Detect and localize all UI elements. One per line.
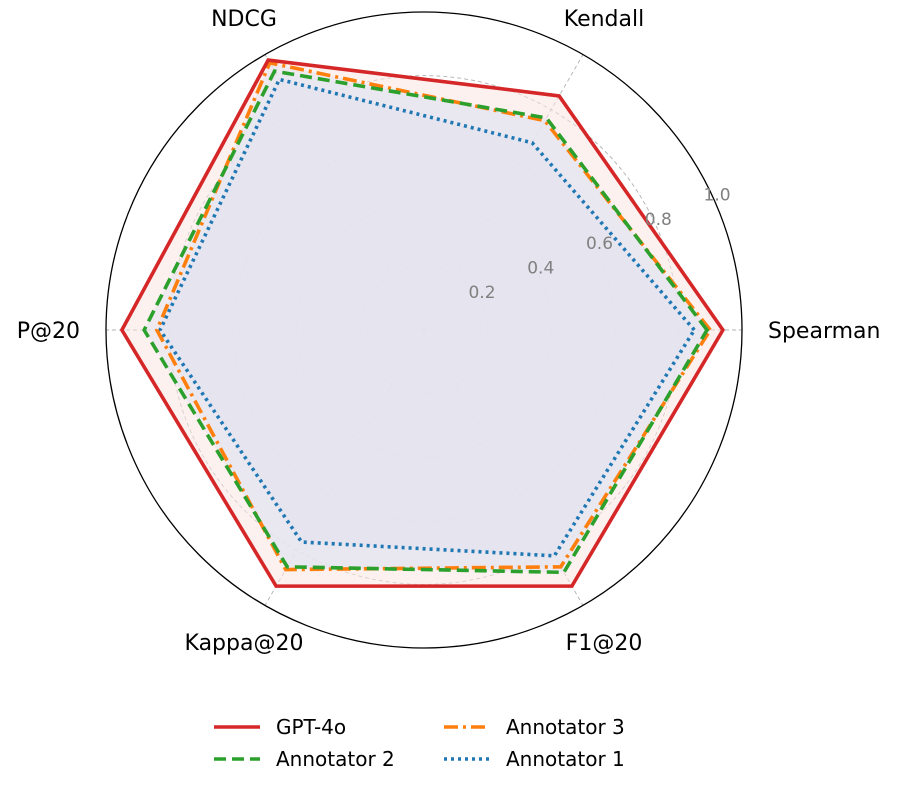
series-fill bbox=[160, 79, 695, 556]
tick-label: 0.8 bbox=[645, 210, 672, 230]
tick-label: 1.0 bbox=[704, 185, 731, 205]
axis-label: F1@20 bbox=[566, 631, 643, 656]
legend-label: Annotator 3 bbox=[506, 715, 625, 739]
tick-label: 0.6 bbox=[586, 234, 613, 254]
outer-frame bbox=[105, 11, 743, 649]
series-lines bbox=[119, 58, 726, 588]
radial-tick-labels: 0.2 0.4 0.6 0.8 1.0 bbox=[468, 185, 730, 302]
axis-label: Spearman bbox=[768, 319, 880, 344]
tick-label: 0.4 bbox=[527, 258, 554, 278]
legend: GPT-4o Annotator 3 Annotator 2 Annotator 1 bbox=[214, 715, 625, 771]
series-line bbox=[157, 77, 697, 558]
legend-label: Annotator 2 bbox=[276, 747, 395, 771]
series-line bbox=[154, 60, 713, 572]
legend-label: Annotator 1 bbox=[506, 747, 625, 771]
series-fills bbox=[121, 60, 723, 587]
axis-label: Kendall bbox=[564, 7, 644, 32]
axis-label: P@20 bbox=[17, 319, 80, 344]
series-line bbox=[119, 58, 726, 588]
axis-label: Kappa@20 bbox=[185, 631, 304, 656]
axis-labels: Spearman Kendall NDCG P@20 Kappa@20 F1@20 bbox=[17, 7, 881, 656]
tick-label: 0.2 bbox=[468, 283, 495, 303]
legend-label: GPT-4o bbox=[276, 715, 346, 739]
series-line bbox=[142, 69, 710, 575]
axis-label: NDCG bbox=[211, 7, 277, 32]
